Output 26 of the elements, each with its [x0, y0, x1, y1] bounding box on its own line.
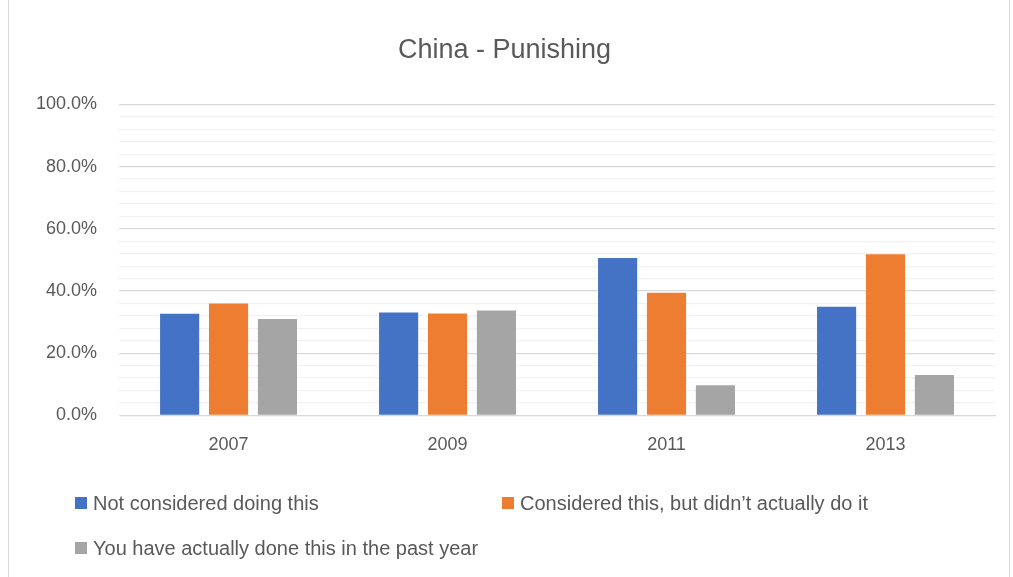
y-tick-label: 40.0%: [46, 279, 98, 300]
bar: [427, 313, 468, 415]
bar: [646, 292, 687, 415]
x-tick-label: 2007: [208, 434, 249, 455]
bar: [817, 306, 857, 415]
bar: [208, 303, 249, 415]
bar: [914, 374, 954, 415]
bar: [695, 385, 735, 415]
legend-label: Considered this, but didn’t actually do it: [520, 491, 868, 515]
bar: [379, 312, 419, 415]
y-tick-label: 80.0%: [46, 155, 98, 176]
legend-label: You have actually done this in the past year: [93, 536, 479, 560]
bar: [257, 318, 298, 415]
y-tick-label: 100.0%: [35, 93, 98, 114]
y-tick-label: 60.0%: [46, 217, 98, 238]
bar: [598, 258, 638, 415]
chart-title: China - Punishing: [397, 33, 612, 64]
x-tick-label: 2011: [647, 434, 686, 455]
legend-label: Not considered doing this: [93, 491, 319, 515]
y-tick-label: 20.0%: [46, 342, 98, 363]
x-tick-label: 2013: [865, 434, 906, 455]
bar: [865, 254, 906, 415]
bar: [476, 310, 516, 415]
x-tick-label: 2009: [427, 434, 468, 455]
bar: [160, 313, 200, 415]
y-tick-label: 0.0%: [56, 404, 98, 425]
